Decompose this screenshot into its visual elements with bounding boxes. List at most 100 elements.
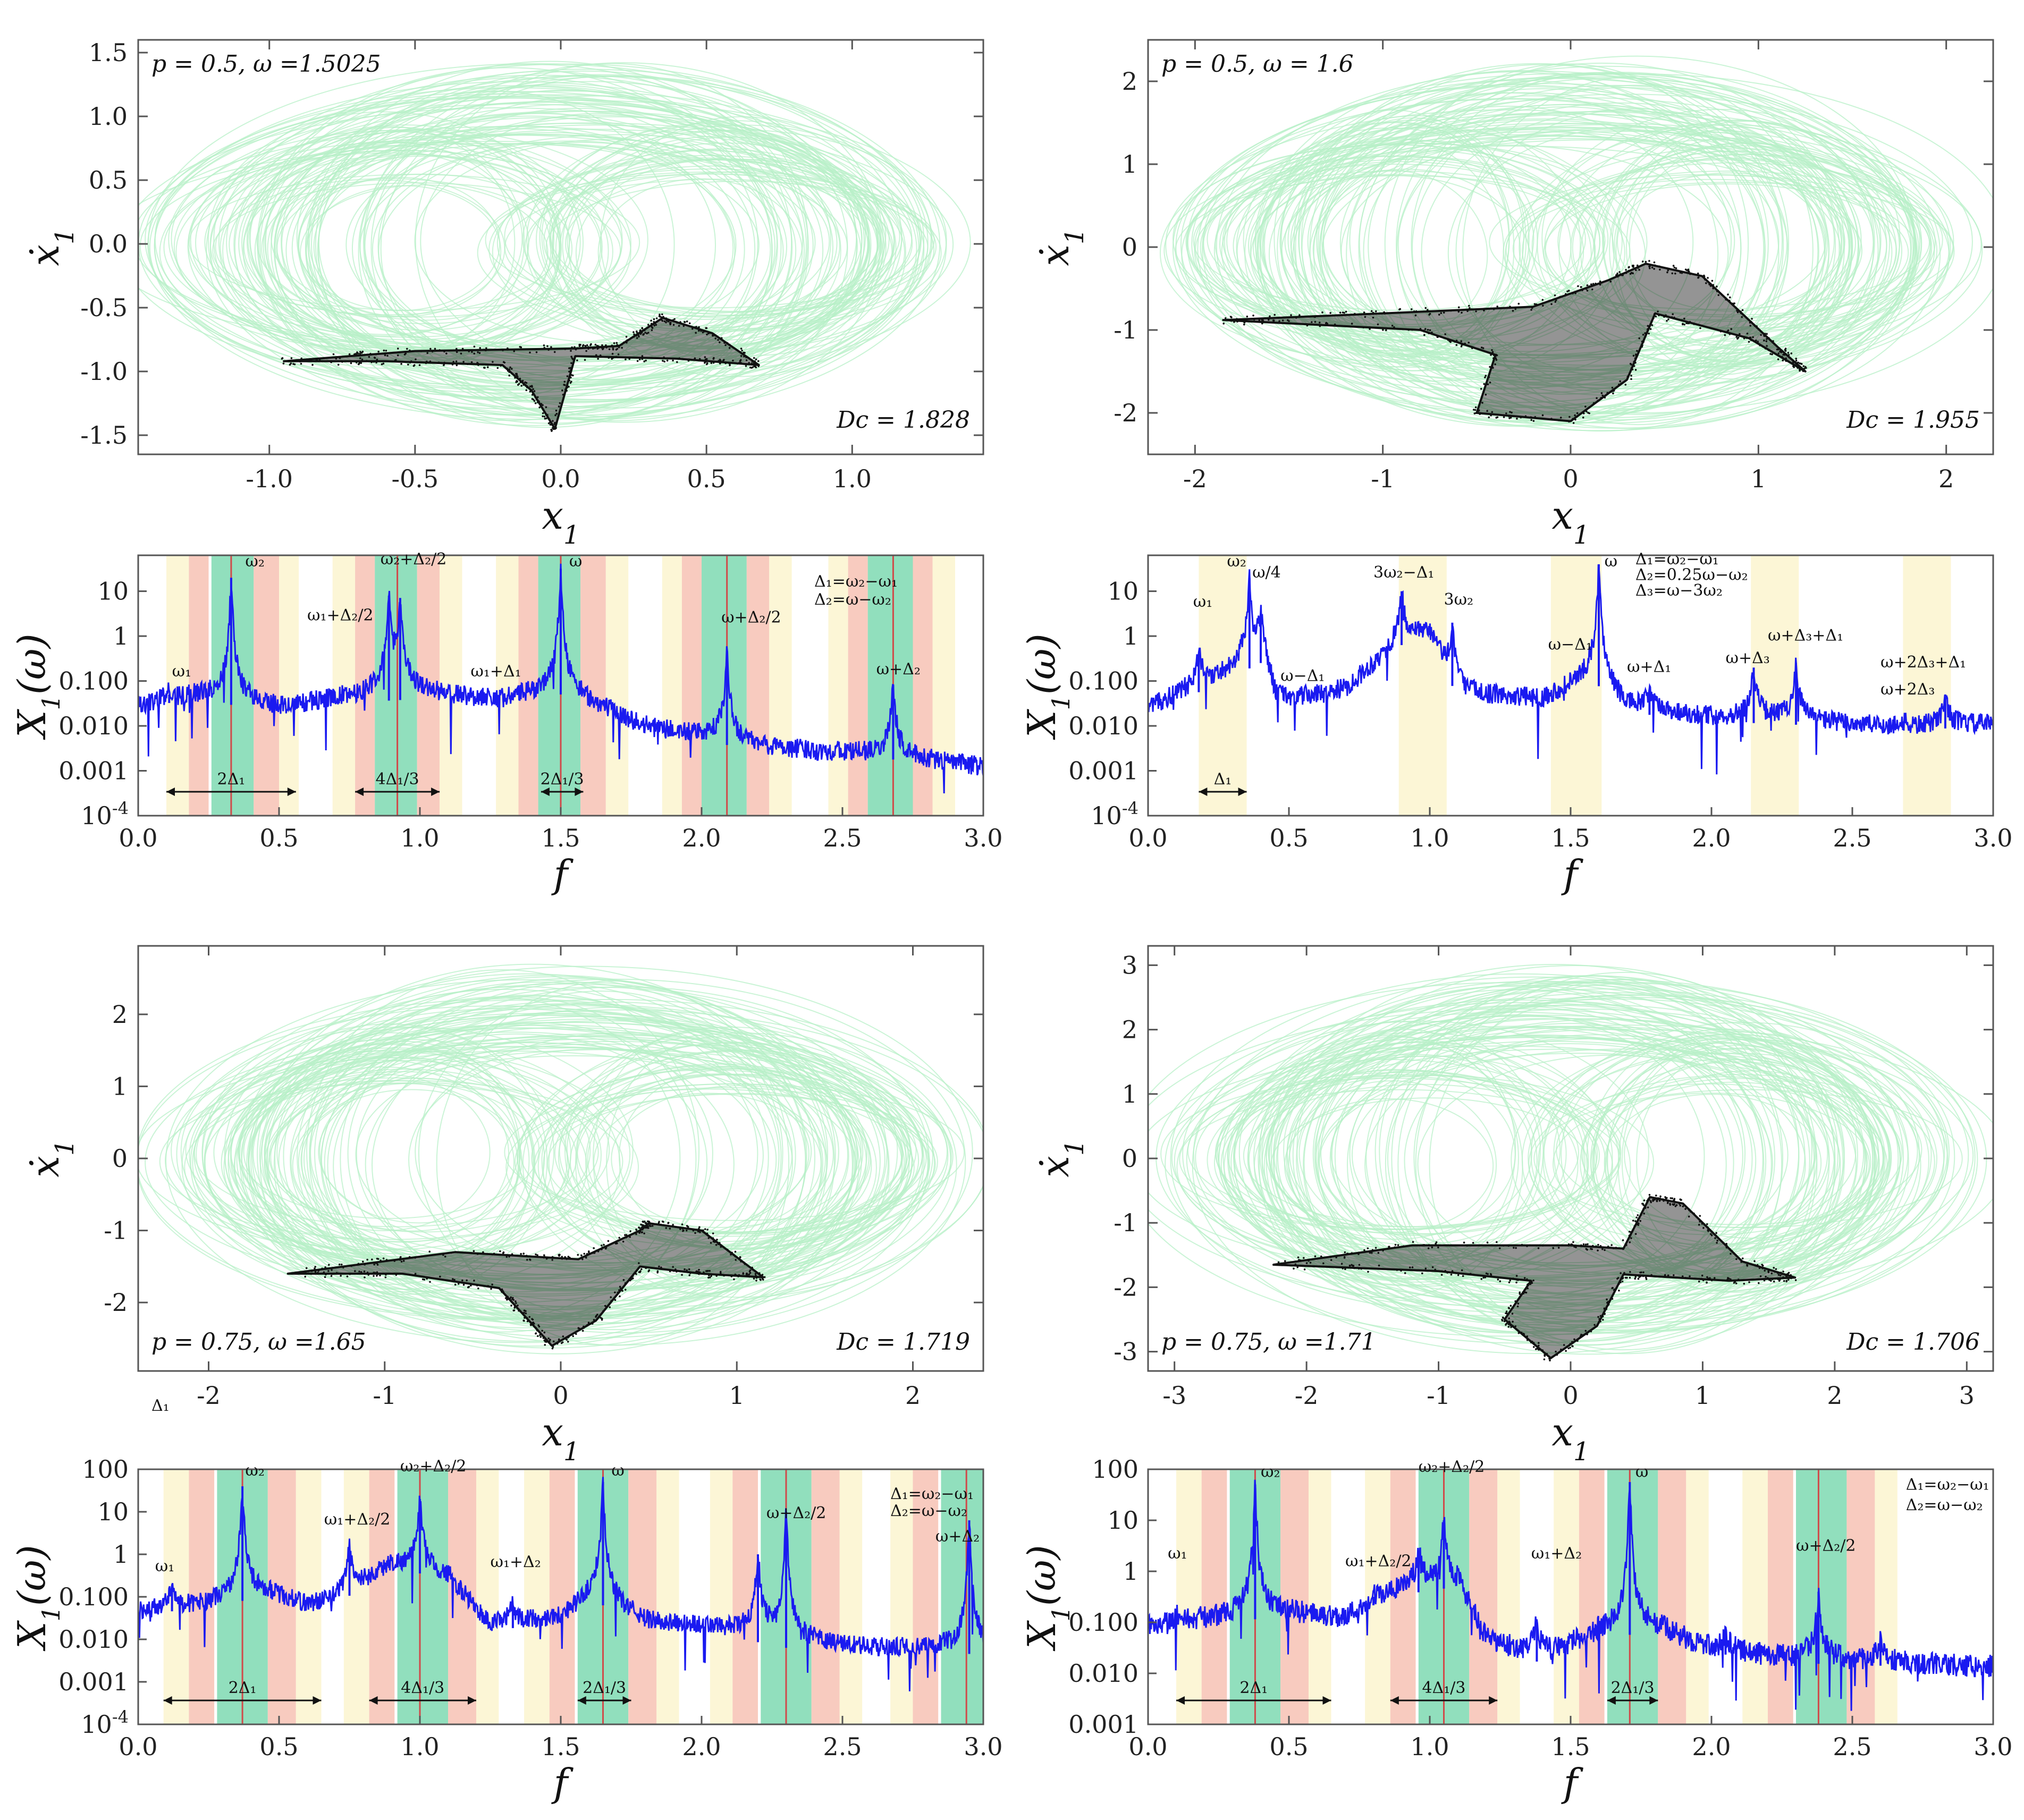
attractor-point xyxy=(1531,307,1533,309)
attractor-point xyxy=(477,1287,479,1290)
attractor-point xyxy=(1345,310,1347,313)
attractor-point xyxy=(1411,328,1413,331)
peak-annotation: ω+Δ₁ xyxy=(1627,658,1671,676)
attractor-point xyxy=(1532,1279,1534,1282)
attractor-point xyxy=(1673,316,1675,319)
attractor-point xyxy=(1580,1336,1582,1339)
attractor-point xyxy=(619,1285,621,1288)
attractor-point xyxy=(1573,1246,1575,1248)
attractor-point xyxy=(564,1257,567,1259)
attractor-point xyxy=(1588,285,1590,287)
attractor-point xyxy=(1749,321,1751,324)
attractor-point xyxy=(552,1340,555,1343)
attractor-point xyxy=(1298,314,1301,316)
attractor-point xyxy=(570,350,572,352)
attractor-point xyxy=(749,366,752,369)
attractor-point xyxy=(1740,312,1742,315)
attractor-point xyxy=(1804,366,1807,368)
attractor-point xyxy=(745,356,747,359)
y-tick-label: 0 xyxy=(112,1144,128,1173)
span-arrow-label: 2Δ₁ xyxy=(1239,1679,1268,1697)
attractor-point xyxy=(651,1225,654,1227)
attractor-point xyxy=(651,357,653,359)
attractor-point xyxy=(1650,1274,1652,1276)
attractor-point xyxy=(568,370,570,373)
attractor-point xyxy=(1517,1279,1519,1281)
orbit-loop xyxy=(264,136,581,349)
attractor-point xyxy=(1611,386,1614,389)
attractor-point xyxy=(555,412,558,415)
attractor-point xyxy=(541,1330,543,1332)
attractor-point xyxy=(1634,1277,1636,1280)
attractor-point xyxy=(625,1236,628,1239)
orbit-loop xyxy=(1207,1070,1597,1250)
attractor-point xyxy=(1792,361,1794,363)
attractor-point xyxy=(369,353,372,355)
y-tick-label: 1 xyxy=(113,622,129,650)
attractor-point xyxy=(1787,1274,1790,1276)
x-tick-label: 2.5 xyxy=(823,1732,862,1761)
attractor-point xyxy=(1746,1264,1748,1266)
orbit-ellipse xyxy=(1258,986,1764,1333)
attractor-point xyxy=(641,1231,644,1233)
attractor-point xyxy=(638,1271,640,1273)
attractor-point xyxy=(1521,1279,1523,1281)
arrow-head-left xyxy=(577,1696,586,1705)
attractor-point xyxy=(473,345,476,348)
attractor-point xyxy=(551,1259,553,1261)
attractor-point xyxy=(1565,1350,1567,1352)
attractor-point xyxy=(1382,329,1384,331)
peak-annotation: ω−Δ₁ xyxy=(1280,667,1325,685)
attractor-point xyxy=(1724,334,1726,336)
attractor-point xyxy=(1567,1245,1570,1247)
attractor-point xyxy=(1393,326,1395,329)
attractor-point xyxy=(1644,260,1647,263)
attractor-point xyxy=(1673,1199,1675,1201)
attractor-point xyxy=(513,1305,516,1308)
orbit-ellipse xyxy=(1256,76,1941,431)
attractor-point xyxy=(470,361,473,363)
attractor-point xyxy=(1556,1353,1558,1356)
attractor-point xyxy=(1633,365,1635,367)
attractor-point xyxy=(1423,329,1425,332)
attractor-point xyxy=(500,365,502,367)
attractor-point xyxy=(1699,1215,1701,1217)
attractor-point xyxy=(384,1276,387,1279)
attractor-point xyxy=(1763,1279,1766,1282)
attractor-point xyxy=(1586,1333,1588,1335)
attractor-point xyxy=(408,1256,411,1258)
attractor-point xyxy=(513,375,516,377)
attractor-point xyxy=(1496,416,1499,418)
attractor-point xyxy=(1582,1334,1584,1336)
attractor-point xyxy=(757,365,760,367)
attractor-point xyxy=(616,348,619,350)
attractor-point xyxy=(558,1339,560,1342)
attractor-point xyxy=(1520,416,1522,419)
attractor-point xyxy=(1642,1208,1644,1210)
subscript: 1 xyxy=(50,1139,80,1156)
attractor-point xyxy=(570,362,572,365)
band-green xyxy=(1607,1469,1658,1724)
attractor-point xyxy=(650,1223,652,1225)
attractor-point xyxy=(310,358,313,361)
attractor-point xyxy=(530,1323,533,1325)
attractor-point xyxy=(1712,287,1714,290)
attractor-point xyxy=(1737,336,1740,339)
attractor-point xyxy=(1667,269,1669,272)
orbit-loop xyxy=(267,154,562,344)
attractor-point xyxy=(1615,1247,1617,1249)
attractor-point xyxy=(330,1275,333,1277)
attractor-point xyxy=(516,1307,519,1310)
attractor-point xyxy=(726,1248,729,1251)
attractor-point xyxy=(501,1288,503,1291)
attractor-point xyxy=(653,1223,655,1225)
attractor-point xyxy=(1222,323,1225,325)
attractor-point xyxy=(602,1310,604,1313)
attractor-point xyxy=(624,1234,626,1236)
attractor-point xyxy=(1284,1260,1286,1263)
orbit-ellipse xyxy=(324,1033,708,1293)
attractor-point xyxy=(1582,1243,1585,1246)
attractor-point xyxy=(1749,336,1752,339)
attractor-point xyxy=(1339,311,1342,314)
attractor-point xyxy=(1468,341,1470,344)
